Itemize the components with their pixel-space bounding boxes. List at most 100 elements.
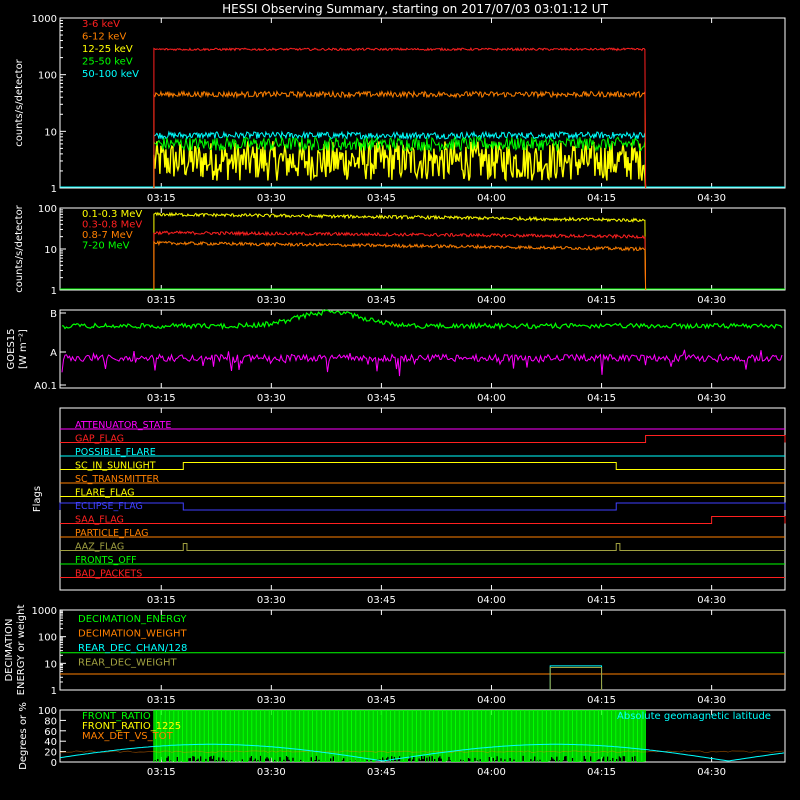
flag-trace-aaz_flag (60, 543, 785, 551)
flag-trace-eclipse_flag (59, 502, 786, 511)
flag-label: ATTENUATOR_STATE (75, 420, 171, 431)
flags-xtick-label: 04:00 (477, 595, 506, 606)
flag-label: SC_IN_SUNLIGHT (75, 461, 156, 472)
ytick-label: 10 (44, 659, 57, 670)
ytick-label: 20 (44, 748, 57, 759)
ytick-label: A (50, 348, 57, 359)
series-line-50-100-keV (153, 130, 647, 189)
goes-xtick-label: 03:15 (147, 393, 176, 404)
y-axis-label: GOES15 (6, 328, 17, 369)
ytick-label: 1 (51, 184, 57, 195)
gamma-xtick-label: 04:15 (587, 295, 616, 306)
flags-frame (59, 407, 786, 591)
series-line-0.8-7-MeV (153, 240, 647, 291)
decimation-xtick-label: 04:30 (697, 695, 726, 706)
ratio-xtick-label: 04:15 (587, 767, 616, 778)
decimation-xtick-label: 03:15 (147, 695, 176, 706)
gamma-xtick-label: 03:45 (367, 295, 396, 306)
flags-xtick-label: 03:30 (257, 595, 286, 606)
goes-long-channel (61, 309, 783, 331)
xray-xtick-label: 04:00 (477, 193, 506, 204)
y-axis-label: counts/s/detector (14, 204, 25, 292)
series-line-25-50-keV (153, 135, 647, 189)
flags-xtick-label: 03:45 (367, 595, 396, 606)
legend-entry: 0.1-0.3 MeV (82, 209, 142, 220)
gamma-xtick-label: 04:00 (477, 295, 506, 306)
panels: 03:15 03:30 03:45 04:00 04:15 04:301101001000… (4, 14, 786, 778)
legend-entry: FRONT_RATIO_1225 (82, 721, 181, 732)
gamma-frame (59, 207, 786, 291)
decimation-xtick-label: 03:45 (367, 695, 396, 706)
decimation-xtick-label: 04:00 (477, 695, 506, 706)
legend-entry: REAR_DEC_CHAN/128 (78, 643, 187, 654)
flag-trace-saa_flag (60, 516, 786, 524)
ytick-label: 1000 (32, 606, 57, 617)
series-line-0.3-0.8-MeV (153, 230, 647, 291)
y-axis-label: Degrees or % (18, 702, 29, 770)
xray-xtick-label: 04:15 (587, 193, 616, 204)
goes-xtick-label: 04:30 (697, 393, 726, 404)
rear-dec-box (549, 665, 603, 690)
xray-xtick-label: 03:15 (147, 193, 176, 204)
plot-title: HESSI Observing Summary, starting on 201… (222, 2, 608, 16)
goes-xtick-label: 03:45 (367, 393, 396, 404)
xray-xtick-label: 03:30 (257, 193, 286, 204)
series-line-12-25-keV (153, 139, 647, 189)
xray-frame (59, 17, 786, 189)
ytick-label: B (50, 309, 57, 320)
goes-xtick-label: 04:00 (477, 393, 506, 404)
ytick-label: 100 (38, 71, 57, 82)
legend-entry: 12-25 keV (82, 44, 133, 55)
geomagnetic-annotation: Absolute geomagnetic latitude (617, 711, 771, 722)
legend-entry: REAR_DEC_WEIGHT (78, 658, 177, 669)
flag-label: ECLIPSE_FLAG (75, 501, 143, 512)
ratio-xtick-label: 03:15 (147, 767, 176, 778)
ytick-label: 0 (51, 758, 57, 769)
ytick-label: 1 (51, 686, 57, 697)
flag-label: POSSIBLE_FLARE (75, 447, 156, 458)
geomagnetic-latitude-curve (59, 743, 785, 762)
gamma-xtick-label: 03:15 (147, 295, 176, 306)
legend-entry: FRONT_RATIO (82, 711, 151, 722)
ytick-label: 100 (38, 204, 57, 215)
legend-entry: DECIMATION_ENERGY (78, 614, 187, 625)
flags-xtick-label: 04:30 (697, 595, 726, 606)
flags-xtick-label: 03:15 (147, 595, 176, 606)
y-axis-label: counts/s/detector (14, 58, 25, 146)
ytick-label: 80 (44, 716, 57, 727)
ratio-xtick-label: 03:30 (257, 767, 286, 778)
goes-xtick-label: 04:15 (587, 393, 616, 404)
ytick-label: 40 (44, 737, 57, 748)
flag-label: BAD_PACKETS (75, 569, 142, 580)
series-line-3-6-keV (153, 47, 647, 189)
flag-label: FRONTS_OFF (75, 555, 137, 566)
decimation-xtick-label: 03:30 (257, 695, 286, 706)
ytick-label: A0.1 (34, 381, 57, 392)
series-line-0.1-0.3-MeV (153, 211, 647, 291)
ytick-label: 10 (44, 127, 57, 138)
y-axis-label: [W m⁻²] (18, 329, 29, 369)
legend-entry: 0.8-7 MeV (82, 230, 133, 241)
ratio-xtick-label: 04:30 (697, 767, 726, 778)
decimation-xtick-label: 04:15 (587, 695, 616, 706)
front-ratio-bars (153, 710, 646, 762)
flag-label: AAZ_FLAG (75, 542, 124, 553)
xray-xtick-label: 03:45 (367, 193, 396, 204)
flag-label: FLARE_FLAG (75, 488, 135, 499)
ytick-label: 1000 (32, 14, 57, 25)
flag-trace-sc_in_sunlight (60, 462, 785, 470)
ratio-xtick-label: 03:45 (367, 767, 396, 778)
legend-entry: DECIMATION_WEIGHT (78, 629, 187, 640)
flags-xtick-label: 04:15 (587, 595, 616, 606)
legend-entry: MAX_DET_VS_TOT (82, 731, 174, 742)
flag-label: GAP_FLAG (75, 434, 124, 445)
flag-label: SC_TRANSMITTER (75, 474, 160, 485)
y-axis-label: DECIMATION (4, 618, 15, 681)
flag-trace-gap_flag (60, 435, 786, 443)
legend-entry: 7-20 MeV (82, 241, 130, 252)
flag-label: PARTICLE_FLAG (75, 528, 148, 539)
gamma-xtick-label: 03:30 (257, 295, 286, 306)
series-line-6-12-keV (153, 89, 647, 189)
legend-entry: 3-6 keV (82, 19, 120, 30)
